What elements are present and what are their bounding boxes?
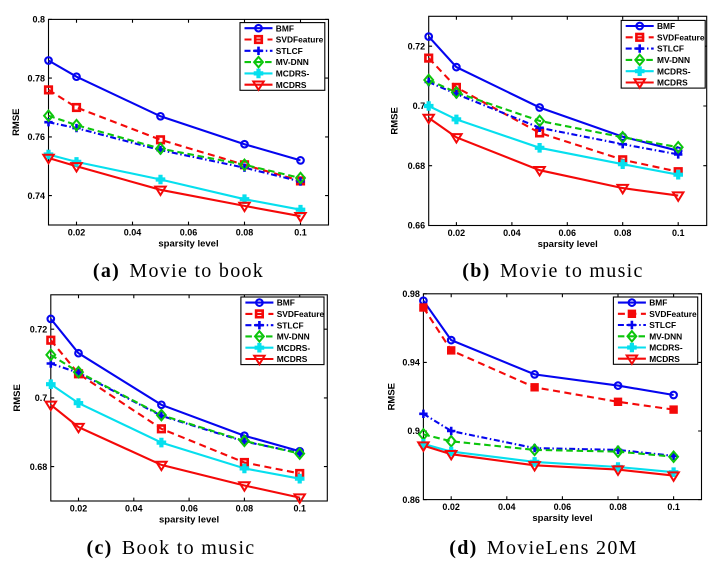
svg-text:0.7: 0.7: [413, 101, 426, 111]
svg-text:STLCF: STLCF: [657, 44, 684, 54]
svg-text:BMF: BMF: [649, 298, 667, 308]
svg-text:0.1: 0.1: [667, 502, 680, 512]
svg-text:0.8: 0.8: [32, 15, 45, 25]
svg-text:(d) MovieLens 20M: (d) MovieLens 20M: [449, 537, 637, 559]
svg-text:SVDFeature: SVDFeature: [657, 32, 705, 42]
svg-text:MV-DNN: MV-DNN: [649, 331, 682, 341]
svg-text:0.08: 0.08: [614, 228, 632, 238]
svg-text:0.1: 0.1: [293, 503, 306, 513]
svg-text:MCDRS: MCDRS: [657, 78, 688, 88]
svg-text:MCDRS: MCDRS: [276, 80, 307, 90]
svg-text:MV-DNN: MV-DNN: [276, 57, 309, 67]
svg-text:(a) Movie to book: (a) Movie to book: [93, 260, 264, 282]
svg-text:STLCF: STLCF: [649, 320, 676, 330]
svg-text:sparsity level: sparsity level: [538, 239, 598, 250]
svg-text:MV-DNN: MV-DNN: [277, 332, 310, 342]
svg-text:0.66: 0.66: [408, 221, 426, 231]
svg-text:0.74: 0.74: [27, 191, 45, 201]
svg-text:0.06: 0.06: [180, 227, 198, 237]
svg-text:0.02: 0.02: [70, 503, 88, 513]
svg-text:MCDRS: MCDRS: [277, 354, 308, 364]
svg-text:sparsity level: sparsity level: [158, 238, 218, 249]
svg-text:MCDRS: MCDRS: [649, 354, 680, 364]
svg-text:0.02: 0.02: [442, 502, 460, 512]
svg-text:sparsity level: sparsity level: [532, 513, 592, 524]
svg-text:0.1: 0.1: [294, 227, 307, 237]
svg-text:0.08: 0.08: [236, 503, 254, 513]
svg-text:0.1: 0.1: [672, 228, 685, 238]
svg-text:0.06: 0.06: [559, 228, 577, 238]
svg-text:sparsity level: sparsity level: [159, 514, 219, 525]
svg-text:STLCF: STLCF: [276, 46, 303, 56]
svg-text:0.06: 0.06: [180, 503, 198, 513]
svg-text:0.7: 0.7: [35, 393, 48, 403]
svg-text:SVDFeature: SVDFeature: [276, 35, 324, 45]
svg-text:RMSE: RMSE: [387, 383, 398, 410]
svg-text:0.68: 0.68: [408, 161, 426, 171]
svg-text:0.68: 0.68: [30, 462, 48, 472]
svg-text:RMSE: RMSE: [11, 108, 22, 135]
svg-text:0.02: 0.02: [448, 228, 466, 238]
svg-text:(b) Movie to music: (b) Movie to music: [462, 260, 643, 282]
svg-text:MCDRS-: MCDRS-: [277, 343, 311, 353]
svg-text:BMF: BMF: [657, 21, 675, 31]
svg-text:0.76: 0.76: [27, 132, 45, 142]
svg-text:MCDRS-: MCDRS-: [649, 343, 683, 353]
svg-text:0.72: 0.72: [30, 324, 48, 334]
svg-text:MCDRS-: MCDRS-: [276, 69, 310, 79]
svg-text:RMSE: RMSE: [12, 384, 23, 411]
svg-text:0.08: 0.08: [609, 502, 627, 512]
svg-text:0.86: 0.86: [402, 495, 420, 505]
svg-text:BMF: BMF: [277, 298, 295, 308]
svg-text:0.04: 0.04: [124, 227, 142, 237]
svg-text:0.78: 0.78: [27, 73, 45, 83]
svg-text:MCDRS-: MCDRS-: [657, 66, 691, 76]
svg-text:SVDFeature: SVDFeature: [277, 309, 325, 319]
svg-text:STLCF: STLCF: [277, 320, 304, 330]
svg-text:RMSE: RMSE: [390, 107, 401, 134]
svg-text:0.72: 0.72: [408, 41, 426, 51]
svg-text:0.04: 0.04: [125, 503, 143, 513]
svg-text:0.04: 0.04: [498, 502, 516, 512]
svg-text:MV-DNN: MV-DNN: [657, 55, 690, 65]
svg-text:0.06: 0.06: [554, 502, 572, 512]
svg-text:(c) Book to music: (c) Book to music: [87, 537, 256, 559]
svg-text:0.04: 0.04: [503, 228, 521, 238]
svg-text:0.98: 0.98: [402, 289, 420, 299]
svg-text:0.02: 0.02: [68, 227, 86, 237]
svg-text:BMF: BMF: [276, 23, 294, 33]
svg-text:0.08: 0.08: [236, 227, 254, 237]
svg-text:0.9: 0.9: [407, 426, 420, 436]
svg-text:0.94: 0.94: [402, 358, 420, 368]
svg-text:SVDFeature: SVDFeature: [649, 309, 697, 319]
